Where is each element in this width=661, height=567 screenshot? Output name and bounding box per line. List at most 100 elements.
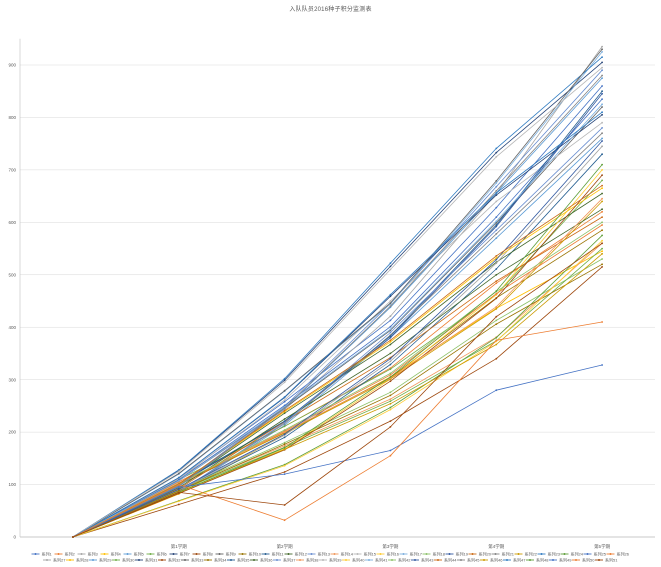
legend-entry[interactable]: 系列7	[169, 551, 191, 557]
series-line-系列15[interactable]	[72, 122, 603, 538]
legend-entry[interactable]: 系列4	[100, 551, 122, 557]
series-line-系列29[interactable]	[72, 77, 603, 538]
legend-entry[interactable]: 系列32	[158, 557, 181, 563]
legend-entry[interactable]: 系列23	[537, 551, 561, 557]
legend-entry[interactable]: 系列45	[457, 557, 480, 563]
series-marker	[601, 321, 603, 323]
legend-entry[interactable]: 系列49	[549, 557, 572, 563]
legend-entry[interactable]: 系列44	[434, 557, 457, 563]
series-line-系列16[interactable]	[72, 169, 603, 538]
legend-entry[interactable]: 系列47	[503, 557, 526, 563]
legend-entry[interactable]: 系列15	[353, 551, 377, 557]
series-line-系列8[interactable]	[72, 266, 603, 538]
legend-entry[interactable]: 系列36	[250, 557, 273, 563]
series-marker	[283, 379, 286, 382]
series-line-系列19[interactable]	[72, 93, 603, 538]
series-marker	[601, 216, 603, 219]
legend-entry[interactable]: 系列48	[526, 557, 549, 563]
series-marker	[601, 45, 603, 48]
series-line-系列3[interactable]	[72, 46, 603, 538]
legend-entry[interactable]: 系列14	[330, 551, 354, 557]
series-marker	[601, 200, 603, 203]
series-line-系列13[interactable]	[72, 69, 603, 538]
legend-entry[interactable]: 系列37	[273, 557, 296, 563]
legend-entry[interactable]: 系列38	[296, 557, 319, 563]
legend-entry[interactable]: 系列17	[399, 551, 423, 557]
legend-entry[interactable]: 系列1	[31, 551, 53, 557]
legend-label: 系列11	[272, 551, 285, 557]
series-line-系列34[interactable]	[72, 263, 603, 538]
series-marker	[601, 184, 603, 187]
legend-entry[interactable]: 系列31	[135, 557, 158, 563]
legend-entry[interactable]: 系列27	[43, 557, 66, 563]
series-line-系列25[interactable]	[72, 98, 603, 538]
series-marker	[389, 357, 392, 360]
legend-entry[interactable]: 系列5	[123, 551, 145, 557]
legend-entry[interactable]: 系列10	[238, 551, 262, 557]
legend-marker-dot	[345, 559, 347, 561]
legend-marker-dot	[34, 553, 37, 555]
series-line-系列1[interactable]	[72, 85, 603, 538]
legend-entry[interactable]: 系列8	[192, 551, 214, 557]
series-line-系列5[interactable]	[72, 138, 603, 538]
legend-label: 系列38	[306, 557, 319, 563]
series-line-系列17[interactable]	[72, 51, 603, 538]
legend-entry[interactable]: 系列13	[307, 551, 331, 557]
legend-label: 系列7	[180, 551, 191, 557]
series-marker	[283, 418, 286, 420]
series-line-系列32[interactable]	[72, 174, 603, 538]
legend-entry[interactable]: 系列12	[284, 551, 308, 557]
legend-entry[interactable]: 系列35	[227, 557, 250, 563]
series-line-系列39[interactable]	[72, 67, 603, 538]
series-marker	[389, 293, 392, 296]
series-marker	[495, 268, 498, 270]
legend-entry[interactable]: 系列33	[181, 557, 204, 563]
legend-entry[interactable]: 系列22	[514, 551, 538, 557]
legend-entry[interactable]: 系列29	[89, 557, 112, 563]
legend-entry[interactable]: 系列18	[422, 551, 446, 557]
series-line-系列23[interactable]	[72, 56, 603, 538]
series-line-系列45[interactable]	[72, 75, 603, 538]
series-marker	[389, 352, 392, 355]
legend-entry[interactable]: 系列42	[388, 557, 411, 563]
legend-entry[interactable]: 系列51	[595, 557, 618, 563]
series-line-系列47[interactable]	[72, 111, 603, 538]
legend-entry[interactable]: 系列43	[411, 557, 434, 563]
legend-entry[interactable]: 系列41	[365, 557, 388, 563]
series-line-系列49[interactable]	[72, 364, 603, 538]
legend-entry[interactable]: 系列19	[445, 551, 469, 557]
legend-entry[interactable]: 系列40	[342, 557, 365, 563]
series-line-系列43[interactable]	[72, 140, 603, 538]
legend-entry[interactable]: 系列6	[146, 551, 168, 557]
series-line-系列2[interactable]	[72, 211, 603, 538]
legend-entry[interactable]: 系列21	[491, 551, 515, 557]
series-marker	[283, 504, 286, 506]
series-line-系列44[interactable]	[72, 185, 603, 538]
series-marker	[601, 98, 603, 100]
series-line-系列41[interactable]	[72, 104, 603, 538]
legend-entry[interactable]: 系列39	[319, 557, 342, 563]
legend-entry[interactable]: 系列20	[468, 551, 492, 557]
series-line-系列50[interactable]	[72, 321, 603, 538]
legend-entry[interactable]: 系列46	[480, 557, 503, 563]
series-line-系列33[interactable]	[72, 49, 603, 538]
legend-entry[interactable]: 系列25	[583, 551, 607, 557]
legend-entry[interactable]: 系列2	[54, 551, 76, 557]
legend-entry[interactable]: 系列11	[261, 551, 285, 557]
legend-entry[interactable]: 系列50	[572, 557, 595, 563]
legend-entry[interactable]: 系列34	[204, 557, 227, 563]
legend-entry[interactable]: 系列9	[215, 551, 237, 557]
legend-marker-dot	[310, 553, 313, 555]
series-line-系列51[interactable]	[72, 242, 603, 538]
series-line-系列12[interactable]	[72, 193, 603, 538]
series-line-系列40[interactable]	[72, 240, 603, 538]
legend-marker-dot	[402, 553, 405, 555]
legend-entry[interactable]: 系列24	[560, 551, 584, 557]
legend-entry[interactable]: 系列26	[606, 551, 630, 557]
legend-entry[interactable]: 系列3	[77, 551, 99, 557]
series-line-系列37[interactable]	[72, 127, 603, 538]
legend-entry[interactable]: 系列28	[66, 557, 89, 563]
legend-entry[interactable]: 系列30	[112, 557, 135, 563]
legend-entry[interactable]: 系列16	[376, 551, 400, 557]
